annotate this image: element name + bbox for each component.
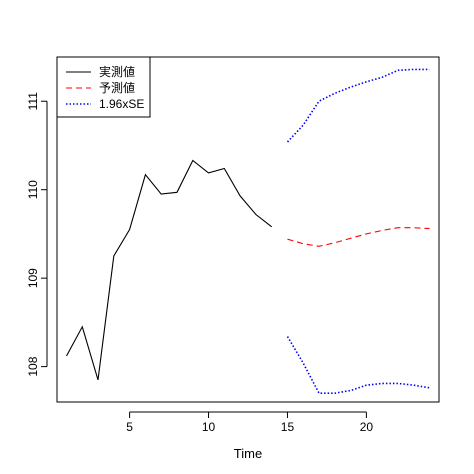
plot-frame [56,56,440,403]
x-tick-label: 20 [360,420,374,434]
x-axis-label: Time [234,446,262,461]
series-line-1 [287,227,430,247]
legend-label: 1.96xSE [99,97,144,111]
x-axis: 5 10 15 20 [126,411,374,434]
series-layer [66,68,430,395]
legend-label: 実測値 [99,64,135,79]
series-line-2 [286,68,430,143]
y-axis: 108 109 110 111 [26,92,48,377]
series-line-0 [66,159,273,381]
y-tick-label: 109 [26,268,40,288]
legend-box [56,56,151,118]
x-tick-label: 5 [126,420,133,434]
x-tick-label: 10 [202,420,216,434]
y-tick-label: 110 [26,180,40,199]
y-tick-label: 111 [26,92,40,111]
series-line-3 [286,336,430,395]
y-tick-label: 108 [26,356,40,376]
x-tick-label: 15 [281,420,295,434]
legend-label: 予測値 [99,80,135,95]
